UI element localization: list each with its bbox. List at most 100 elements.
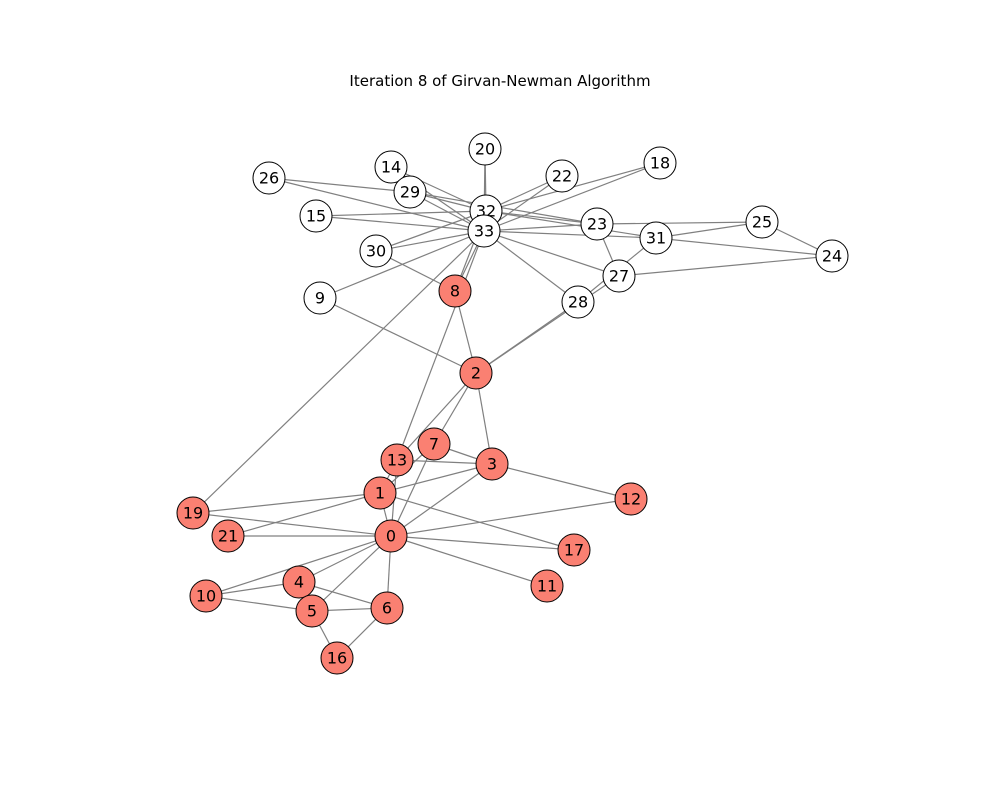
node-label-14: 14	[381, 158, 401, 177]
node-circle-9	[303, 281, 337, 315]
edge-19-33	[192, 230, 485, 514]
edge-1-19	[192, 492, 381, 514]
node-label-21: 21	[218, 527, 238, 546]
edge-1-17	[379, 492, 575, 551]
node-circle-7	[417, 427, 451, 461]
edge-24-27	[618, 255, 833, 277]
node-label-24: 24	[822, 247, 842, 266]
node-5: 5	[295, 594, 329, 628]
node-label-30: 30	[366, 242, 386, 261]
node-24: 24	[815, 239, 849, 273]
node-25: 25	[745, 205, 779, 239]
edge-31-33	[483, 230, 657, 239]
node-label-4: 4	[294, 573, 304, 592]
node-15: 15	[299, 199, 333, 233]
node-circle-15	[299, 199, 333, 233]
node-circle-4	[282, 565, 316, 599]
node-circle-22	[545, 159, 579, 193]
node-label-7: 7	[429, 435, 439, 454]
node-26: 26	[252, 161, 286, 195]
node-label-31: 31	[646, 229, 666, 248]
node-circle-12	[614, 482, 648, 516]
edge-18-33	[483, 162, 661, 232]
node-label-1: 1	[375, 484, 385, 503]
node-label-22: 22	[552, 167, 572, 186]
node-label-29: 29	[400, 183, 420, 202]
edge-9-33	[319, 230, 485, 299]
edge-31-32	[485, 210, 657, 239]
node-label-3: 3	[487, 455, 497, 474]
node-13: 13	[380, 443, 414, 477]
node-label-13: 13	[387, 451, 407, 470]
edge-13-33	[396, 230, 485, 461]
node-7: 7	[417, 427, 451, 461]
node-circle-17	[557, 533, 591, 567]
node-circle-5	[295, 594, 329, 628]
edge-2-28	[475, 301, 579, 374]
node-label-18: 18	[650, 154, 670, 173]
node-4: 4	[282, 565, 316, 599]
edge-15-32	[315, 210, 487, 217]
node-label-12: 12	[621, 490, 641, 509]
node-14: 14	[374, 150, 408, 184]
node-20: 20	[468, 132, 502, 166]
edge-30-33	[375, 230, 485, 252]
node-circle-11	[530, 569, 564, 603]
edge-0-4	[298, 535, 392, 583]
node-10: 10	[189, 579, 223, 613]
edge-5-10	[205, 595, 313, 612]
node-circle-28	[561, 285, 595, 319]
node-29: 29	[393, 175, 427, 209]
edge-23-25	[596, 221, 763, 225]
node-19: 19	[176, 496, 210, 530]
node-circle-27	[602, 259, 636, 293]
node-circle-3	[475, 447, 509, 481]
node-label-25: 25	[752, 213, 772, 232]
node-12: 12	[614, 482, 648, 516]
node-8: 8	[438, 274, 472, 308]
node-circle-30	[359, 234, 393, 268]
edge-0-7	[390, 443, 435, 537]
node-label-33: 33	[474, 222, 494, 241]
edge-0-5	[311, 535, 392, 612]
node-circle-31	[639, 221, 673, 255]
node-18: 18	[643, 146, 677, 180]
edge-30-32	[375, 210, 487, 252]
node-label-26: 26	[259, 169, 279, 188]
node-label-8: 8	[450, 282, 460, 301]
edge-24-31	[655, 237, 833, 257]
node-31: 31	[639, 221, 673, 255]
node-23: 23	[580, 207, 614, 241]
node-circle-20	[468, 132, 502, 166]
node-circle-33	[467, 214, 501, 248]
node-circle-10	[189, 579, 223, 613]
edge-0-19	[192, 512, 392, 537]
edge-0-12	[390, 498, 632, 537]
node-label-5: 5	[307, 602, 317, 621]
edge-28-33	[483, 230, 579, 303]
node-label-9: 9	[315, 289, 325, 308]
edge-26-33	[268, 177, 485, 232]
node-0: 0	[374, 519, 408, 553]
edge-1-21	[227, 492, 381, 537]
node-circle-6	[370, 591, 404, 625]
node-label-27: 27	[609, 267, 629, 286]
node-label-2: 2	[471, 364, 481, 383]
chart-title: Iteration 8 of Girvan-Newman Algorithm	[349, 72, 651, 90]
edge-0-11	[390, 535, 548, 587]
edge-27-33	[483, 230, 620, 277]
node-circle-13	[380, 443, 414, 477]
node-circle-18	[643, 146, 677, 180]
node-1: 1	[363, 476, 397, 510]
node-circle-16	[320, 641, 354, 675]
node-circle-29	[393, 175, 427, 209]
node-label-6: 6	[382, 599, 392, 618]
node-21: 21	[211, 519, 245, 553]
node-11: 11	[530, 569, 564, 603]
node-label-16: 16	[327, 649, 347, 668]
node-3: 3	[475, 447, 509, 481]
node-33: 33	[467, 214, 501, 248]
edge-0-17	[390, 535, 575, 551]
